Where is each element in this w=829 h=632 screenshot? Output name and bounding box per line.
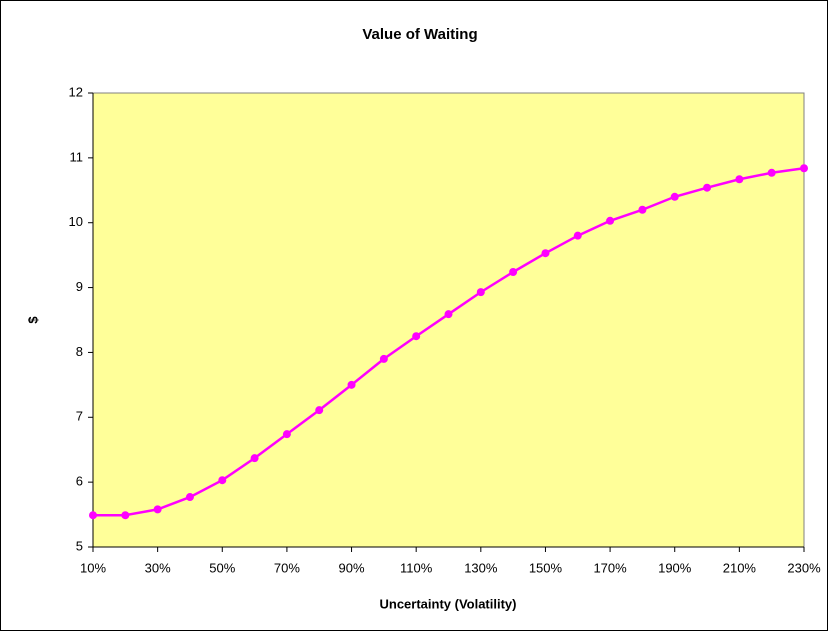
y-tick-label: 5 bbox=[76, 538, 83, 553]
data-point bbox=[606, 216, 615, 225]
data-point bbox=[315, 406, 324, 415]
x-tick-label: 150% bbox=[529, 560, 563, 575]
x-tick-label: 70% bbox=[274, 560, 300, 575]
data-point bbox=[185, 493, 194, 502]
data-point bbox=[347, 380, 356, 389]
data-point bbox=[89, 511, 97, 520]
y-tick-label: 11 bbox=[70, 149, 84, 164]
y-tick-label: 10 bbox=[69, 214, 83, 229]
y-axis-label: $ bbox=[25, 316, 40, 324]
x-tick-label: 10% bbox=[80, 560, 106, 575]
y-tick-label: 9 bbox=[76, 279, 83, 294]
x-tick-label: 50% bbox=[209, 560, 235, 575]
data-point bbox=[638, 205, 647, 214]
data-point bbox=[250, 454, 259, 463]
data-point bbox=[703, 183, 712, 192]
plot-area bbox=[92, 92, 805, 548]
y-tick-label: 8 bbox=[76, 344, 83, 359]
y-tick-label: 6 bbox=[76, 474, 83, 489]
data-point bbox=[121, 511, 130, 520]
data-point bbox=[412, 332, 421, 341]
data-point bbox=[767, 168, 776, 177]
x-axis-label: Uncertainty (Volatility) bbox=[379, 596, 516, 611]
x-tick-label: 110% bbox=[400, 560, 433, 575]
data-point bbox=[670, 192, 679, 201]
x-tick-label: 30% bbox=[145, 560, 171, 575]
data-point bbox=[573, 231, 582, 240]
chart-title: Value of Waiting bbox=[362, 26, 477, 43]
x-tick-label: 230% bbox=[787, 560, 821, 575]
x-tick-label: 130% bbox=[464, 560, 498, 575]
data-point bbox=[800, 164, 808, 173]
data-point bbox=[379, 354, 388, 363]
y-tick-label: 7 bbox=[76, 409, 83, 424]
data-point bbox=[153, 505, 162, 514]
data-point bbox=[735, 175, 744, 184]
x-tick-label: 190% bbox=[658, 560, 692, 575]
x-tick-label: 170% bbox=[593, 560, 627, 575]
data-point bbox=[509, 268, 518, 277]
data-point bbox=[282, 430, 291, 439]
x-tick-label: 210% bbox=[723, 560, 757, 575]
data-point bbox=[541, 249, 550, 258]
data-point bbox=[218, 476, 227, 485]
y-tick-label: 12 bbox=[69, 84, 83, 99]
x-tick-label: 90% bbox=[339, 560, 365, 575]
data-point bbox=[444, 310, 453, 319]
data-point bbox=[476, 288, 485, 297]
